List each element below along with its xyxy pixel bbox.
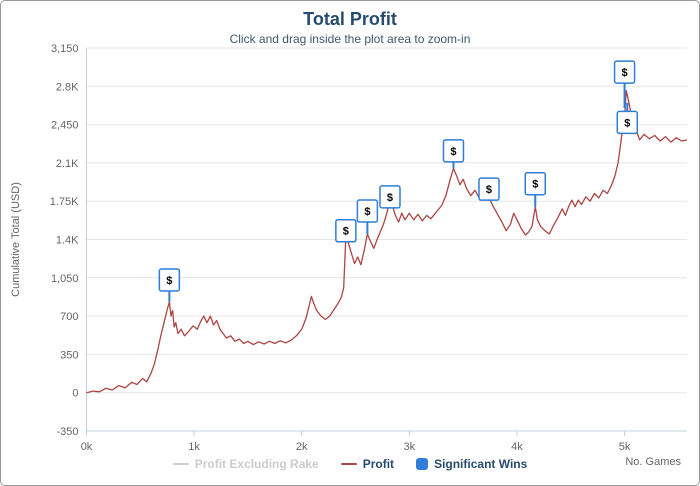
x-tick-label: 5k [619,441,631,453]
red-line-symbol [340,463,357,465]
flag-box [379,185,401,209]
dollar-icon: $ [532,179,538,191]
dollar-icon: $ [166,275,172,287]
legend-label: Significant Wins [434,457,528,471]
significant-win-flag[interactable]: $ [442,139,465,169]
dollar-icon: $ [343,226,349,238]
y-tick-label: 1.75K [50,196,79,208]
y-tick-label: 2.1K [56,158,79,170]
flag-box [356,199,379,223]
flag-box [478,177,500,201]
legend-item-profit[interactable]: Profit [340,457,395,471]
flag-box [335,218,357,243]
significant-win-flag[interactable]: $ [616,102,639,135]
legend-item-significant-wins[interactable]: Significant Wins [416,457,527,471]
flag-box [442,139,465,163]
gray-line-symbol [172,463,189,465]
flag-box [158,268,181,292]
dollar-icon: $ [364,206,370,218]
dollar-icon: $ [387,192,393,204]
y-tick-label: -350 [56,426,78,438]
y-axis-title: Cumulative Total (USD) [10,182,22,297]
y-tick-label: 2,450 [51,120,79,132]
significant-win-flag[interactable]: $ [613,60,636,109]
dollar-icon: $ [450,146,456,158]
legend-label: Profit Excluding Rake [194,457,319,471]
significant-win-flag[interactable]: $ [379,185,401,209]
chart-title: Total Profit [303,9,397,29]
flag-box [616,110,639,135]
significant-win-flag[interactable]: $ [524,171,547,207]
y-tick-label: 350 [60,349,78,361]
chart-subtitle: Click and drag inside the plot area to z… [229,32,471,46]
dollar-icon: $ [486,184,492,196]
x-tick-label: 2k [296,441,308,453]
y-tick-label: 0 [72,388,78,400]
y-tick-label: 1.4K [56,235,79,247]
flag-box [613,60,636,84]
flag-box [524,171,547,196]
legend-label: Profit [362,457,395,471]
y-tick-label: 1,050 [51,273,79,285]
dollar-icon: $ [624,117,630,129]
profit-series-line[interactable] [86,90,688,394]
x-tick-label: 0k [81,441,93,453]
y-tick-label: 3,150 [51,43,79,55]
significant-win-flag[interactable]: $ [335,218,357,243]
x-tick-label: 4k [511,441,523,453]
x-tick-label: 3k [404,441,416,453]
blue-square-symbol [416,458,429,470]
significant-win-flag[interactable]: $ [158,268,181,302]
dollar-icon: $ [622,67,628,79]
legend: Profit Excluding Rake Profit Significant… [1,457,699,471]
y-tick-label: 2.8K [56,81,79,93]
y-tick-label: 700 [60,311,78,323]
x-axis-title: No. Games [625,456,681,468]
significant-win-flag[interactable]: $ [478,177,500,201]
x-tick-label: 1k [188,441,200,453]
significant-win-flag[interactable]: $ [356,199,379,235]
legend-item-profit-excluding-rake[interactable]: Profit Excluding Rake [172,457,319,471]
